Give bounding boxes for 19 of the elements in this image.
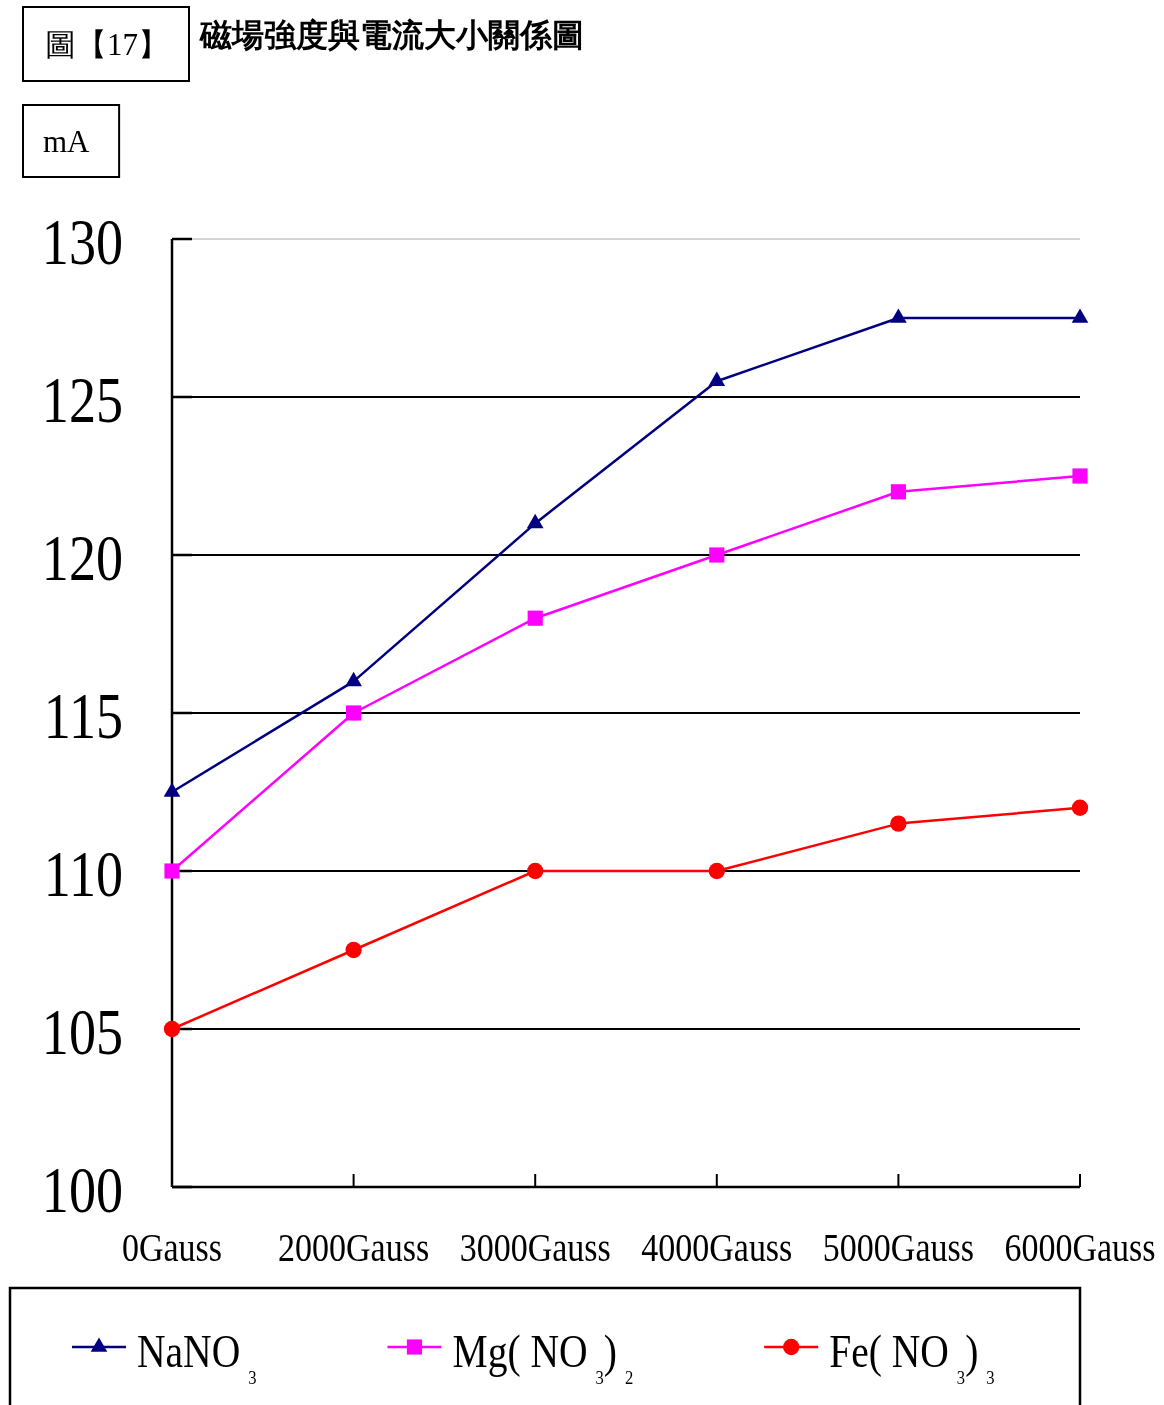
y-tick-label: 100 — [41, 1152, 123, 1227]
y-tick-label: 115 — [43, 678, 123, 753]
x-tick-label: 6000Gauss — [1004, 1225, 1156, 1270]
y-tick-label: 105 — [41, 994, 123, 1069]
x-tick-label: 5000Gauss — [822, 1225, 974, 1270]
legend-label: NaNO$_{3}$ — [137, 1326, 257, 1389]
y-axis-title: mA — [43, 124, 91, 159]
x-tick-label: 4000Gauss — [641, 1225, 793, 1270]
legend-label: Mg( NO$_{3}$)$_{2}$ — [452, 1326, 634, 1389]
legend-label: Fe( NO$_{3}$)$_{3}$ — [829, 1326, 995, 1389]
y-tick-label: 125 — [41, 362, 123, 437]
x-tick-label: 2000Gauss — [278, 1225, 430, 1270]
y-tick-label: 110 — [43, 836, 123, 911]
text: 圖【17】 — [45, 27, 169, 62]
y-tick-label: 120 — [41, 520, 123, 595]
x-tick-label: 0Gauss — [121, 1225, 223, 1270]
x-tick-label: 3000Gauss — [459, 1225, 611, 1270]
chart-title: 磁場強度與電流大小關係圖 — [199, 17, 584, 53]
y-tick-label: 130 — [41, 204, 123, 279]
